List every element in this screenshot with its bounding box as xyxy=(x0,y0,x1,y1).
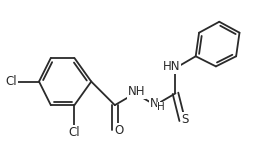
Text: NH: NH xyxy=(128,85,146,98)
Text: O: O xyxy=(114,124,123,137)
Text: S: S xyxy=(181,113,189,126)
Text: N: N xyxy=(150,97,159,110)
Text: Cl: Cl xyxy=(69,126,80,139)
Text: Cl: Cl xyxy=(5,75,17,88)
Text: HN: HN xyxy=(162,60,180,73)
Text: H: H xyxy=(157,102,165,112)
